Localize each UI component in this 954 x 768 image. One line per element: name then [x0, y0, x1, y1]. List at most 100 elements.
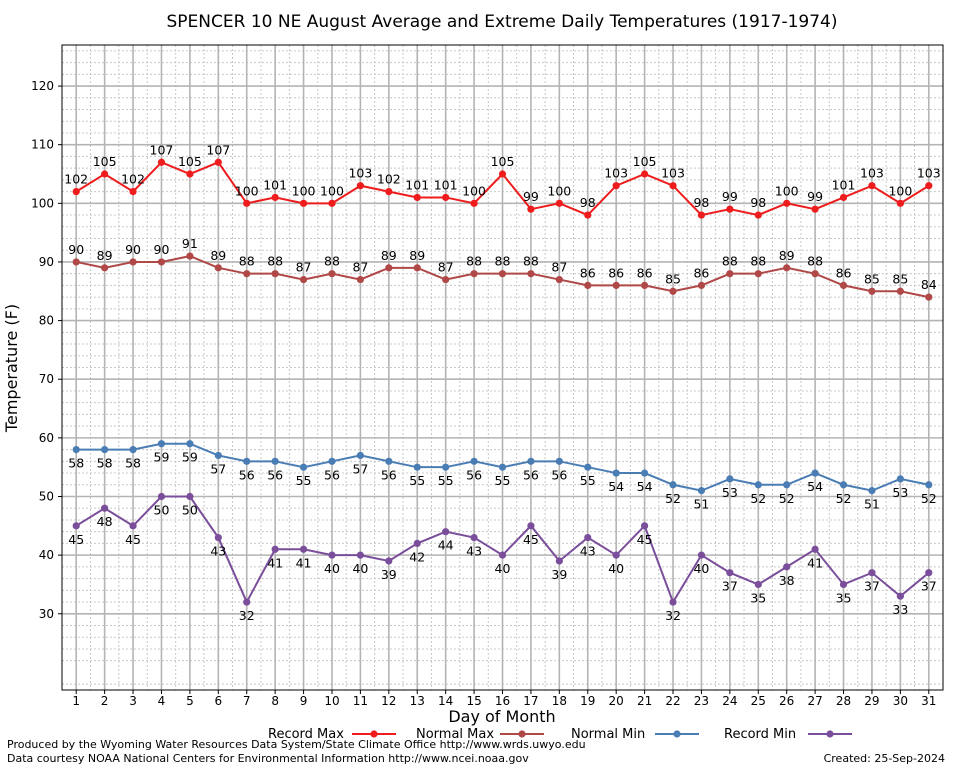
- data-point: [413, 193, 421, 202]
- data-label: 87: [551, 260, 567, 275]
- y-tick-label: 70: [39, 372, 54, 386]
- data-label: 40: [495, 561, 511, 576]
- data-point: [896, 199, 904, 207]
- data-point: [186, 440, 194, 448]
- data-point: [584, 463, 592, 471]
- data-label: 35: [750, 590, 766, 605]
- x-tick-label: 25: [751, 694, 766, 708]
- data-point: [299, 545, 308, 553]
- y-tick-label: 80: [39, 314, 54, 328]
- data-point: [129, 258, 137, 266]
- data-point: [640, 469, 649, 477]
- data-label: 98: [750, 195, 766, 210]
- y-tick-label: 60: [39, 431, 54, 445]
- data-label: 107: [206, 142, 230, 157]
- data-point: [498, 463, 507, 471]
- data-point: [157, 158, 166, 166]
- data-point: [356, 182, 365, 190]
- data-point: [555, 457, 563, 465]
- data-point: [811, 270, 819, 278]
- data-point: [868, 569, 876, 577]
- data-point: [129, 187, 137, 196]
- data-point: [839, 193, 848, 202]
- data-label: 45: [125, 532, 141, 547]
- x-axis-label: Day of Month: [448, 707, 555, 726]
- data-point: [868, 487, 876, 495]
- data-point: [299, 199, 308, 207]
- data-label: 57: [210, 461, 226, 476]
- data-label: 99: [807, 189, 823, 204]
- data-label: 51: [864, 497, 880, 512]
- data-label: 99: [523, 189, 539, 204]
- data-label: 40: [352, 561, 368, 576]
- data-label: 101: [832, 177, 856, 192]
- data-label: 52: [665, 491, 681, 506]
- data-point: [925, 293, 933, 301]
- x-tick-label: 28: [836, 694, 851, 708]
- data-point: [612, 469, 620, 477]
- data-point: [470, 457, 478, 465]
- x-tick-label: 15: [466, 694, 481, 708]
- data-point: [555, 275, 563, 284]
- data-point: [811, 205, 819, 213]
- data-label: 45: [523, 532, 539, 547]
- x-tick-label: 10: [324, 694, 339, 708]
- data-point: [839, 481, 848, 489]
- x-tick-label: 6: [214, 694, 222, 708]
- data-point: [612, 551, 620, 559]
- data-label: 42: [409, 549, 425, 564]
- data-point: [442, 275, 450, 284]
- y-axis-label: Temperature (F): [2, 304, 21, 433]
- data-label: 90: [68, 242, 84, 257]
- x-tick-label: 24: [722, 694, 737, 708]
- data-point: [669, 481, 677, 489]
- data-label: 52: [921, 491, 937, 506]
- data-label: 100: [462, 183, 486, 198]
- data-label: 86: [608, 265, 624, 280]
- x-tick-label: 19: [580, 694, 595, 708]
- data-point: [783, 264, 791, 272]
- data-point: [584, 281, 592, 290]
- data-point: [470, 199, 478, 207]
- x-tick-label: 20: [609, 694, 624, 708]
- data-label: 56: [239, 467, 255, 482]
- x-tick-label: 23: [694, 694, 709, 708]
- data-point: [186, 170, 194, 178]
- y-tick-label: 100: [31, 196, 54, 210]
- data-label: 88: [495, 254, 511, 269]
- data-label: 55: [438, 473, 454, 488]
- footer-produced-by: Produced by the Wyoming Water Resources …: [7, 738, 586, 751]
- data-label: 54: [608, 479, 624, 494]
- data-point: [783, 199, 791, 207]
- data-point: [157, 258, 166, 266]
- x-tick-label: 14: [438, 694, 453, 708]
- data-label: 58: [68, 456, 84, 471]
- data-label: 45: [637, 532, 653, 547]
- data-label: 105: [633, 154, 657, 169]
- data-label: 56: [523, 467, 539, 482]
- data-label: 87: [438, 260, 454, 275]
- data-label: 44: [438, 538, 454, 553]
- data-point: [584, 533, 592, 542]
- data-point: [101, 170, 109, 178]
- data-label: 103: [917, 166, 941, 181]
- data-label: 107: [150, 142, 174, 157]
- data-point: [271, 270, 279, 278]
- data-label: 52: [750, 491, 766, 506]
- legend-swatch-marker: [826, 730, 834, 738]
- data-label: 105: [178, 154, 202, 169]
- data-point: [214, 158, 222, 166]
- data-point: [271, 457, 279, 465]
- data-label: 45: [68, 532, 84, 547]
- data-point: [839, 580, 848, 589]
- chart-title: SPENCER 10 NE August Average and Extreme…: [167, 12, 838, 32]
- data-point: [697, 281, 706, 290]
- data-point: [271, 193, 279, 202]
- data-point: [299, 463, 308, 471]
- x-tick-label: 4: [158, 694, 166, 708]
- data-label: 88: [267, 254, 283, 269]
- data-label: 43: [210, 544, 226, 559]
- data-label: 53: [892, 485, 908, 500]
- data-label: 50: [154, 503, 170, 518]
- x-tick-label: 9: [300, 694, 308, 708]
